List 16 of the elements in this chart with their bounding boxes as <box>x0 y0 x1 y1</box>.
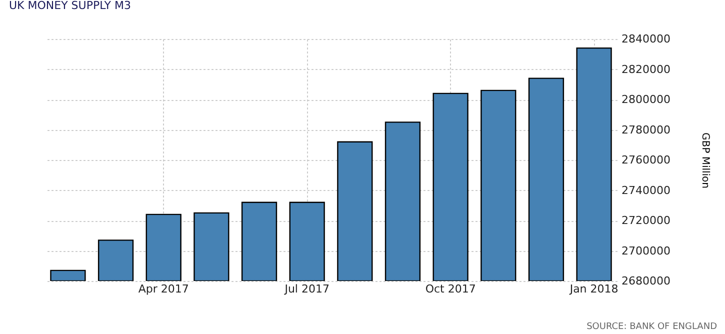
y-tick-label: 2680000 <box>622 274 670 288</box>
y-tick-label: 2760000 <box>622 154 670 166</box>
y-tick-label: 2780000 <box>622 123 670 136</box>
y-tick-label: 2800000 <box>622 93 670 106</box>
x-tick-label: Apr 2017 <box>138 282 189 296</box>
y-tick-label: 2720000 <box>622 214 670 227</box>
y-axis-title: GBP Million <box>699 132 710 189</box>
x-tick-label: Jan 2018 <box>568 282 618 296</box>
chart-title: UK MONEY SUPPLY M3 <box>9 0 131 12</box>
y-tick-label: 2700000 <box>622 244 670 258</box>
source-note: SOURCE: BANK OF ENGLAND <box>586 322 718 332</box>
x-tick-label: Oct 2017 <box>425 282 476 296</box>
y-tick-label: 2840000 <box>622 32 670 46</box>
x-tick-label: Jul 2017 <box>284 282 330 296</box>
y-tick-label: 2820000 <box>622 62 670 76</box>
y-tick-label: 2740000 <box>622 184 670 197</box>
